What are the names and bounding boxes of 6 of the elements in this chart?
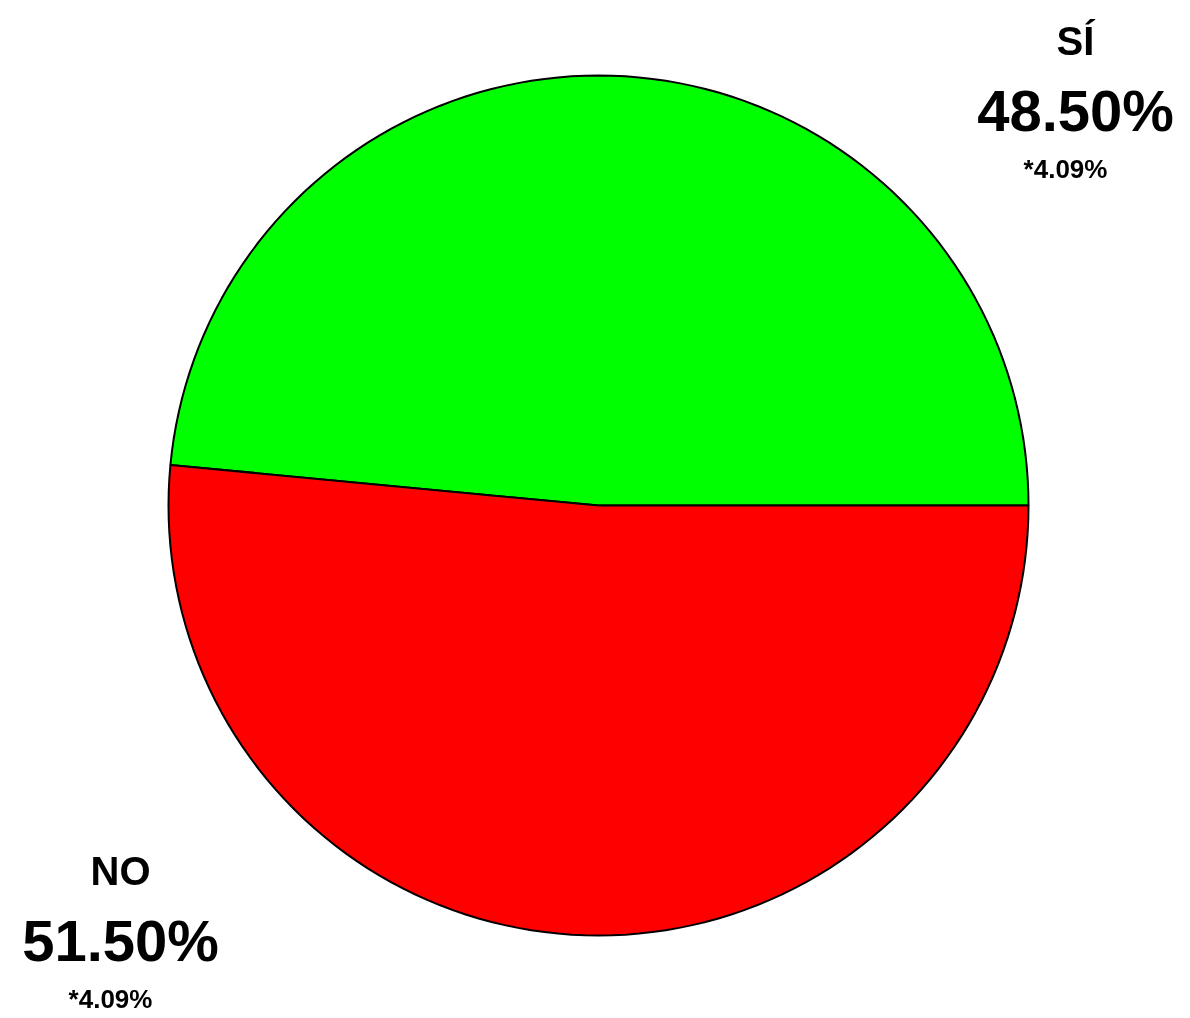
text: *4.09%	[1023, 153, 1108, 184]
data-label: 48.50%	[977, 78, 1174, 143]
slice-label: NO	[90, 848, 151, 893]
slice-label: SÍ	[1056, 18, 1096, 63]
data-label: 51.50%	[22, 908, 219, 973]
text: *4.09%	[68, 983, 153, 1014]
